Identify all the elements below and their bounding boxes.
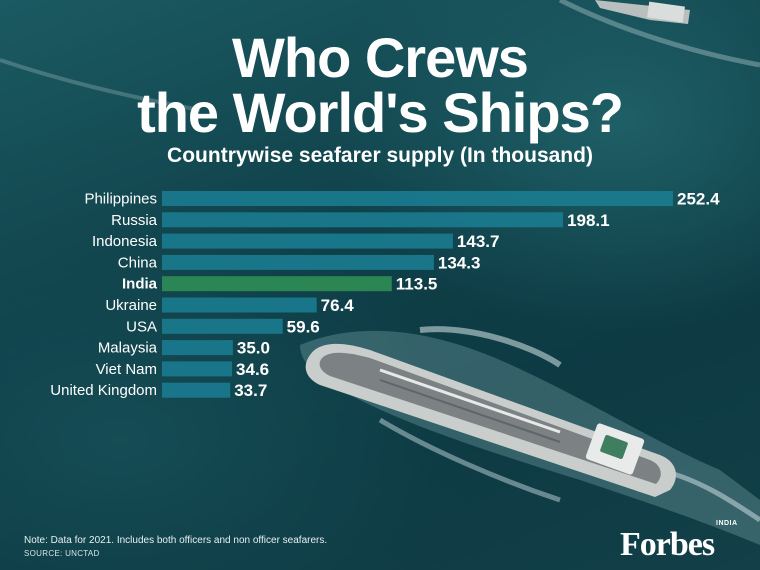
category-label: Russia: [111, 212, 158, 229]
value-label: 34.6: [236, 360, 269, 379]
bar-usa: [162, 318, 283, 334]
page-title: Who Crews: [232, 26, 529, 89]
category-label: Malaysia: [98, 340, 158, 357]
category-label: India: [122, 276, 158, 293]
bar-malaysia: [162, 340, 233, 356]
value-label: 59.6: [287, 317, 320, 336]
logo-edition: INDIA: [716, 520, 738, 527]
bar-china: [162, 254, 434, 270]
value-label: 113.5: [396, 275, 438, 294]
value-label: 252.4: [677, 190, 720, 209]
category-label: China: [118, 254, 158, 271]
value-label: 143.7: [457, 232, 500, 251]
category-label: USA: [126, 318, 157, 335]
footnote: Note: Data for 2021. Includes both offic…: [24, 535, 328, 546]
source-credit: SOURCE: UNCTAD: [24, 549, 100, 558]
category-label: United Kingdom: [50, 382, 157, 399]
bar-indonesia: [162, 233, 453, 249]
bar-ukraine: [162, 297, 317, 313]
bar-india: [162, 276, 392, 292]
value-label: 76.4: [321, 296, 355, 315]
category-label: Philippines: [84, 191, 157, 208]
category-label: Viet Nam: [96, 361, 157, 378]
bar-russia: [162, 212, 564, 228]
page-title-line2: the World's Ships?: [137, 81, 624, 144]
category-label: Indonesia: [92, 233, 158, 250]
bar-philippines: [162, 191, 673, 206]
value-label: 35.0: [237, 339, 270, 358]
bar-viet-nam: [162, 361, 233, 377]
value-label: 134.3: [438, 253, 481, 272]
value-label: 33.7: [234, 381, 267, 400]
chart-subtitle: Countrywise seafarer supply (In thousand…: [167, 144, 593, 167]
forbes-logo: Forbes INDIA: [620, 520, 740, 564]
category-label: Ukraine: [105, 297, 157, 314]
bar-united-kingdom: [162, 382, 231, 398]
value-label: 198.1: [567, 211, 610, 230]
logo-wordmark: Forbes: [620, 526, 715, 563]
